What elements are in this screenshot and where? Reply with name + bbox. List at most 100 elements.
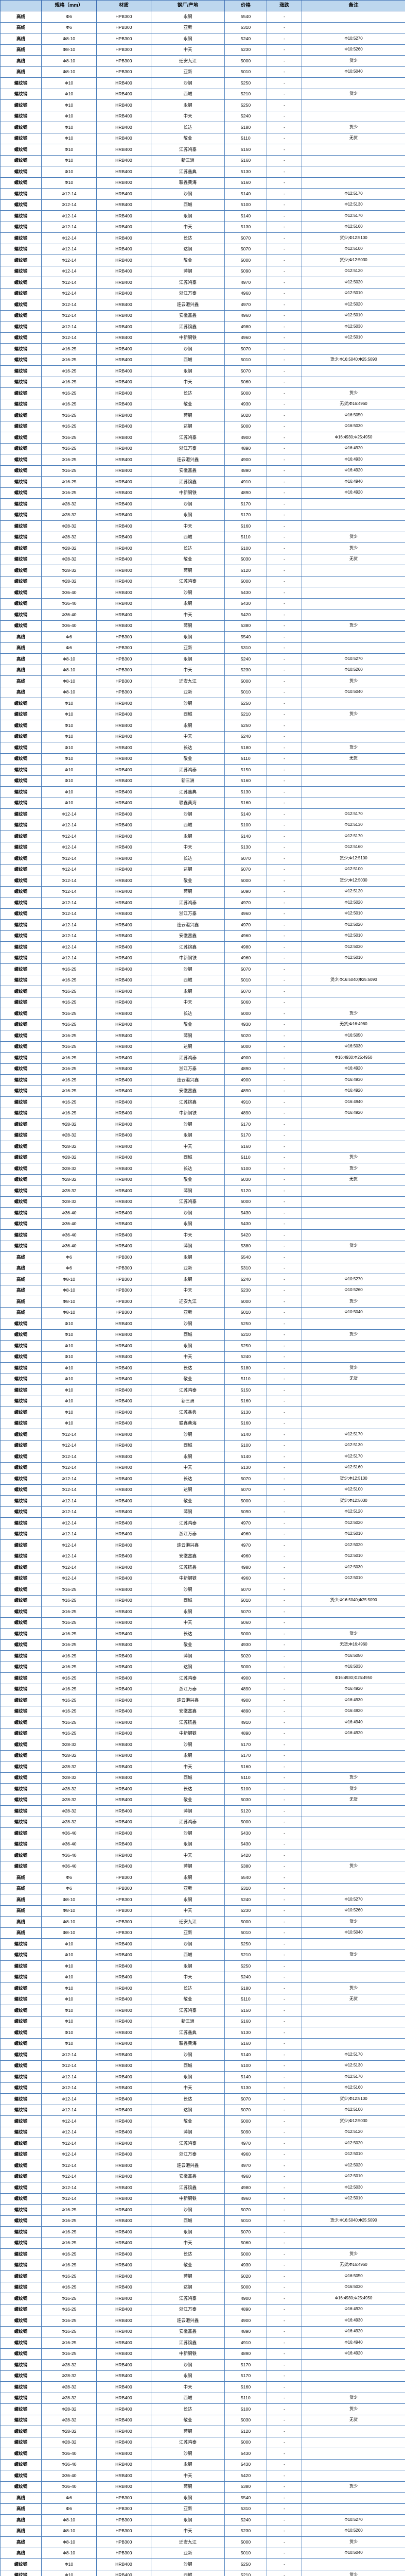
cell-price: 5240: [224, 1351, 267, 1363]
table-row: 螺纹钢 Φ16-25 HRB400 连云港兴鑫 4900- Φ16:4930: [0, 1074, 405, 1086]
cell-mill: 沙钢: [151, 1118, 225, 1130]
cell-mill: 永钢: [151, 1251, 225, 1263]
cell-material: HPB300: [96, 1883, 151, 1894]
table-row: 螺纹钢 Φ28-32 HRB400 沙钢 5170-: [0, 1739, 405, 1751]
cell-price: 5070: [224, 343, 267, 355]
cell-price: 5380: [224, 2481, 267, 2493]
cell-spec: Φ10: [41, 1938, 97, 1950]
table-row: 螺纹钢 Φ12-14 HRB400 中天 5130- Φ12:5160: [0, 2082, 405, 2094]
cell-price: 5380: [224, 1860, 267, 1872]
cell-change: -: [267, 941, 302, 953]
cell-mill: 达钢: [151, 2281, 225, 2293]
table-row: 螺纹钢 Φ16-25 HRB400 中天 5060-: [0, 996, 405, 1008]
cell-spec: Φ28-32: [41, 553, 97, 565]
cell-price: 5150: [224, 1384, 267, 1396]
table-row: 螺纹钢 Φ36-40 HRB400 中天 5420-: [0, 1850, 405, 1861]
cell-material: HRB400: [96, 543, 151, 554]
cell-mill: 永钢: [151, 2492, 225, 2504]
cell-product: 高线: [0, 664, 42, 676]
cell-price: 5000: [224, 1196, 267, 1208]
cell-spec: Φ36-40: [41, 620, 97, 632]
cell-change: -: [267, 1274, 302, 1285]
cell-note: 货少: [302, 387, 405, 399]
cell-product: 螺纹钢: [0, 2459, 42, 2470]
cell-spec: Φ16-25: [41, 2293, 97, 2304]
cell-spec: Φ28-32: [41, 575, 97, 587]
cell-material: HRB400: [96, 443, 151, 454]
cell-note: Φ12:5020: [302, 1517, 405, 1529]
table-row: 高线 Φ8-10 HPB300 迁安九江 5000- 货少: [0, 1916, 405, 1928]
cell-change: -: [267, 1705, 302, 1717]
cell-product: 螺纹钢: [0, 1151, 42, 1163]
cell-spec: Φ16-25: [41, 2315, 97, 2327]
cell-material: HRB400: [96, 321, 151, 333]
cell-material: HRB400: [96, 1960, 151, 1972]
cell-change: -: [267, 908, 302, 920]
table-row: 螺纹钢 Φ12-14 HRB400 中天 5130- Φ12:5160: [0, 221, 405, 233]
cell-note: Φ16:5050: [302, 1030, 405, 1042]
column-header-spec: 规格（mm）: [41, 0, 97, 11]
cell-product: 螺纹钢: [0, 155, 42, 166]
cell-change: -: [267, 509, 302, 521]
cell-mill: 长达: [151, 543, 225, 554]
cell-product: 螺纹钢: [0, 2015, 42, 2027]
cell-change: -: [267, 1805, 302, 1817]
cell-product: 高线: [0, 686, 42, 698]
cell-change: -: [267, 2215, 302, 2227]
cell-note: [302, 155, 405, 166]
cell-spec: Φ16-25: [41, 454, 97, 466]
cell-change: -: [267, 786, 302, 798]
cell-product: 螺纹钢: [0, 797, 42, 809]
cell-spec: Φ12-14: [41, 2182, 97, 2194]
cell-note: Φ16:4920: [302, 1683, 405, 1695]
cell-note: [302, 1805, 405, 1817]
cell-mill: 中天: [151, 2470, 225, 2482]
cell-spec: Φ10: [41, 1362, 97, 1374]
cell-mill: 沙钢: [151, 698, 225, 709]
cell-price: 4900: [224, 2315, 267, 2327]
cell-mill: 安徽富鑫: [151, 310, 225, 321]
cell-product: 螺纹钢: [0, 620, 42, 632]
cell-spec: Φ16-25: [41, 387, 97, 399]
cell-mill: 敬业: [151, 1794, 225, 1806]
cell-note: [302, 1395, 405, 1407]
cell-material: HRB400: [96, 1572, 151, 1584]
cell-product: 螺纹钢: [0, 1949, 42, 1961]
cell-spec: Φ16-25: [41, 1694, 97, 1706]
cell-product: 螺纹钢: [0, 609, 42, 621]
cell-mill: 永钢: [151, 1960, 225, 1972]
cell-change: -: [267, 1650, 302, 1662]
table-row: 螺纹钢 Φ12-14 HRB400 浙江万泰 4960- Φ12:5010: [0, 2148, 405, 2160]
cell-product: 高线: [0, 2492, 42, 2504]
cell-price: 5420: [224, 2470, 267, 2482]
cell-note: [302, 77, 405, 89]
table-row: 螺纹钢 Φ12-14 HRB400 长达 5070- 货少;Φ12:5100: [0, 2093, 405, 2105]
table-row: 螺纹钢 Φ12-14 HRB400 沙钢 5140- Φ12:5170: [0, 1429, 405, 1440]
cell-spec: Φ8-10: [41, 1284, 97, 1296]
cell-change: -: [267, 853, 302, 865]
cell-change: -: [267, 232, 302, 244]
cell-product: 螺纹钢: [0, 2381, 42, 2393]
cell-mill: 江苏镔鑫: [151, 1717, 225, 1728]
cell-note: [302, 642, 405, 654]
cell-product: 螺纹钢: [0, 1816, 42, 1828]
cell-product: 螺纹钢: [0, 2060, 42, 2072]
cell-product: 螺纹钢: [0, 2071, 42, 2083]
cell-spec: Φ28-32: [41, 2381, 97, 2393]
cell-spec: Φ6: [41, 1883, 97, 1894]
cell-spec: Φ12-14: [41, 886, 97, 897]
cell-mill: 沙钢: [151, 1584, 225, 1596]
cell-material: HRB400: [96, 2015, 151, 2027]
cell-note: Φ16:4930;Φ25:4950: [302, 1672, 405, 1684]
cell-spec: Φ8-10: [41, 1307, 97, 1318]
cell-product: 螺纹钢: [0, 587, 42, 599]
cell-price: 5180: [224, 742, 267, 754]
cell-material: HRB400: [96, 1727, 151, 1739]
cell-price: 5100: [224, 543, 267, 554]
cell-note: [302, 1141, 405, 1153]
cell-spec: Φ12-14: [41, 941, 97, 953]
table-row: 高线 Φ8-10 HPB300 亚新 5010- Φ10:5040: [0, 2547, 405, 2559]
table-row: 螺纹钢 Φ16-25 HRB400 江苏镔鑫 4910- Φ16:4940: [0, 1096, 405, 1108]
cell-spec: Φ16-25: [41, 1085, 97, 1097]
cell-product: 螺纹钢: [0, 1562, 42, 1573]
